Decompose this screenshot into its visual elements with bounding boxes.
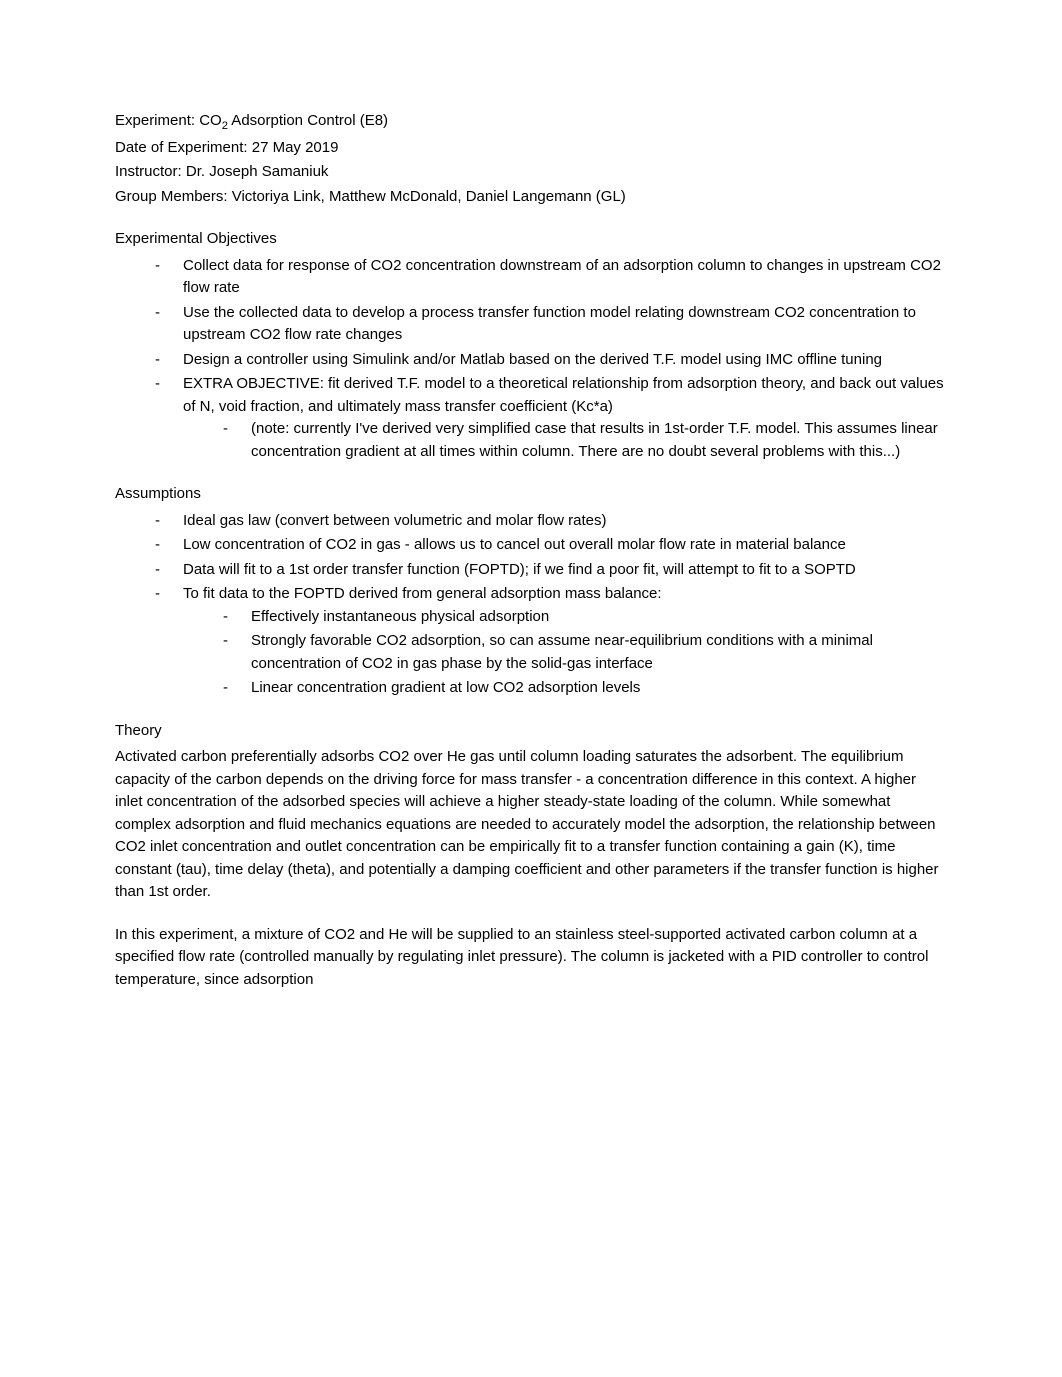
objectives-list: Collect data for response of CO2 concent…: [115, 255, 947, 464]
list-item: Strongly favorable CO2 adsorption, so ca…: [223, 630, 947, 675]
list-item: EXTRA OBJECTIVE: fit derived T.F. model …: [155, 373, 947, 463]
list-item: To fit data to the FOPTD derived from ge…: [155, 583, 947, 700]
list-item-text: EXTRA OBJECTIVE: fit derived T.F. model …: [183, 375, 944, 415]
members-value: Victoriya Link, Matthew McDonald, Daniel…: [232, 188, 626, 205]
date-label: Date of Experiment:: [115, 139, 252, 156]
date-value: 27 May 2019: [252, 139, 339, 156]
list-item: Effectively instantaneous physical adsor…: [223, 606, 947, 629]
list-item: (note: currently I've derived very simpl…: [223, 418, 947, 463]
list-item: Data will fit to a 1st order transfer fu…: [155, 559, 947, 582]
list-item: Ideal gas law (convert between volumetri…: [155, 510, 947, 533]
assumptions-heading: Assumptions: [115, 483, 947, 506]
instructor-label: Instructor:: [115, 163, 186, 180]
list-item: Linear concentration gradient at low CO2…: [223, 677, 947, 700]
objectives-nested-list: (note: currently I've derived very simpl…: [183, 418, 947, 463]
experiment-line: Experiment: CO2 Adsorption Control (E8): [115, 110, 947, 135]
objectives-heading: Experimental Objectives: [115, 228, 947, 251]
assumptions-nested-list: Effectively instantaneous physical adsor…: [183, 606, 947, 700]
members-label: Group Members:: [115, 188, 232, 205]
list-item: Design a controller using Simulink and/o…: [155, 349, 947, 372]
list-item-text: To fit data to the FOPTD derived from ge…: [183, 585, 662, 602]
list-item: Collect data for response of CO2 concent…: [155, 255, 947, 300]
experiment-value: CO: [199, 112, 222, 129]
members-line: Group Members: Victoriya Link, Matthew M…: [115, 186, 947, 209]
list-item: Use the collected data to develop a proc…: [155, 302, 947, 347]
instructor-value: Dr. Joseph Samaniuk: [186, 163, 329, 180]
instructor-line: Instructor: Dr. Joseph Samaniuk: [115, 161, 947, 184]
theory-paragraph-1: Activated carbon preferentially adsorbs …: [115, 746, 947, 904]
date-line: Date of Experiment: 27 May 2019: [115, 137, 947, 160]
assumptions-list: Ideal gas law (convert between volumetri…: [115, 510, 947, 700]
theory-heading: Theory: [115, 720, 947, 743]
experiment-label: Experiment:: [115, 112, 199, 129]
experiment-suffix: Adsorption Control (E8): [228, 112, 388, 129]
theory-paragraph-2: In this experiment, a mixture of CO2 and…: [115, 924, 947, 992]
list-item: Low concentration of CO2 in gas - allows…: [155, 534, 947, 557]
